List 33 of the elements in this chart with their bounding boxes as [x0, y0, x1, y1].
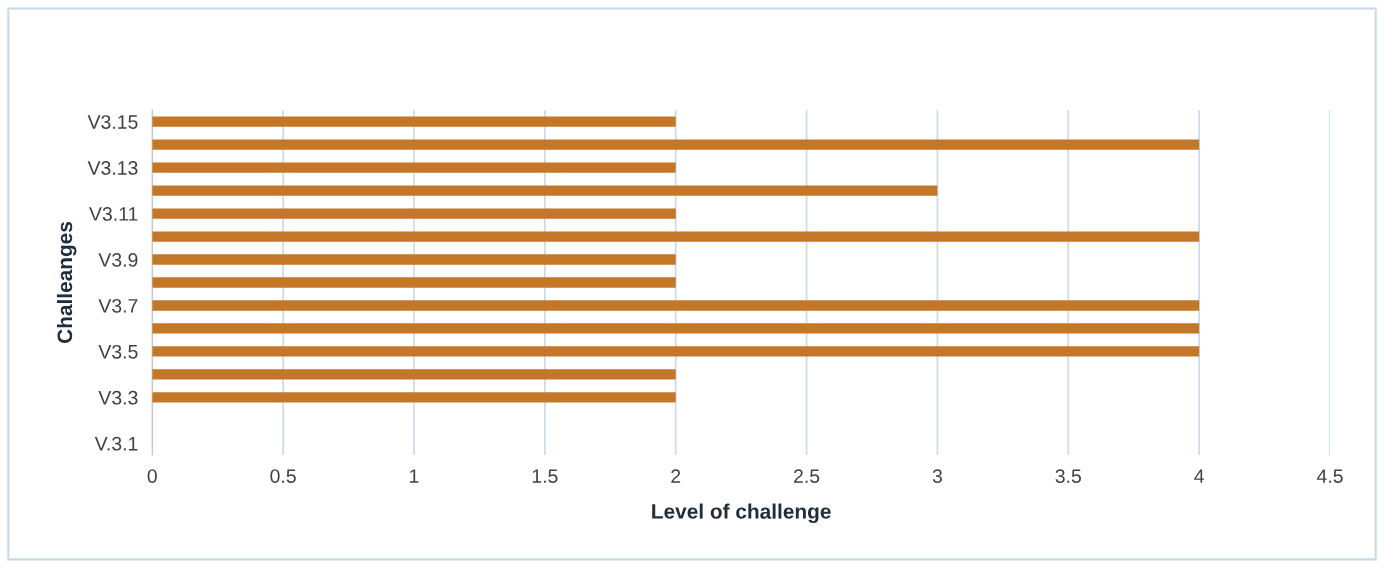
- bar: [152, 300, 1200, 311]
- y-tick-label: V.3.1: [94, 436, 138, 451]
- bar: [152, 346, 1200, 357]
- x-tick-label: 3: [932, 469, 942, 483]
- x-tick-label: 3.5: [1055, 469, 1081, 483]
- y-tick-label: V3.9: [98, 252, 138, 267]
- bar: [152, 139, 1200, 150]
- x-axis-title: Level of challenge: [652, 503, 831, 524]
- bar: [152, 116, 676, 127]
- x-tick-label: 2.5: [794, 469, 820, 483]
- bar: [152, 369, 676, 380]
- bar: [152, 323, 1200, 334]
- bar: [152, 208, 676, 219]
- x-tick-label: 2: [671, 469, 681, 483]
- y-tick-label: V3.5: [98, 344, 138, 359]
- y-axis-title: Challeanges: [56, 221, 77, 343]
- y-tick-label: V3.7: [98, 298, 138, 313]
- x-tick-label: 4.5: [1316, 469, 1343, 483]
- y-tick-label: V3.15: [87, 115, 138, 129]
- x-tick-label: 1: [410, 469, 419, 483]
- bar: [152, 231, 1200, 242]
- y-tick-label: V3.3: [98, 390, 138, 405]
- y-tick-label: V3.11: [89, 207, 138, 221]
- bar: [152, 254, 676, 265]
- bar: [152, 392, 676, 403]
- bar: [152, 277, 676, 288]
- bar: [152, 162, 676, 173]
- x-tick-label: 4: [1194, 469, 1204, 483]
- bar: [152, 185, 938, 196]
- x-tick-label: 1.5: [532, 469, 558, 483]
- x-tick-label: 0: [147, 469, 157, 483]
- x-tick-label: 0.5: [270, 469, 296, 483]
- y-tick-label: V3.13: [87, 161, 138, 175]
